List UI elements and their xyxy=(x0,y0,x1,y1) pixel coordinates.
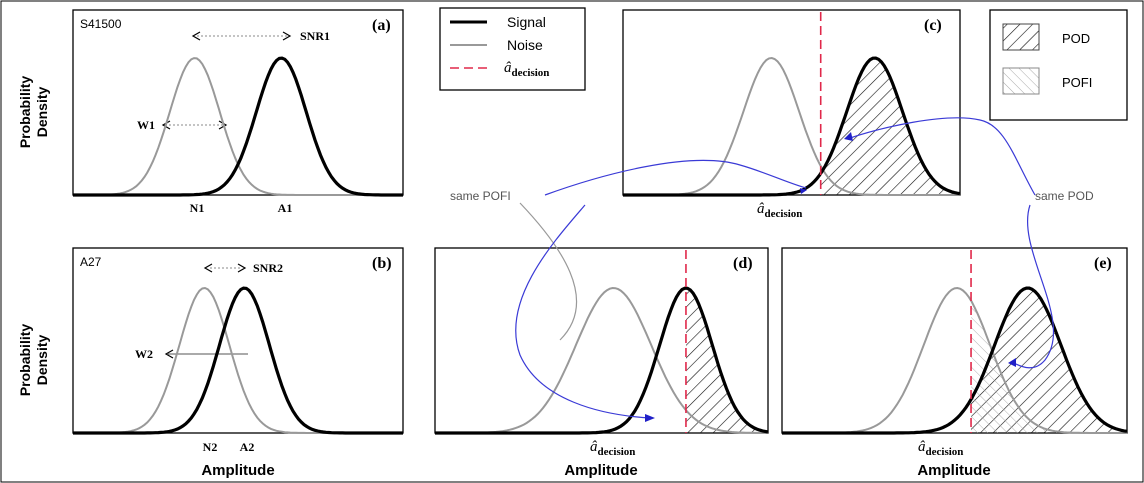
x-label-b: Amplitude xyxy=(201,462,274,479)
y-label-bottom: Probability Density xyxy=(17,324,50,397)
y-label-bottom-line1: Probability xyxy=(17,324,33,397)
legend-decision-label: âdecision xyxy=(504,60,549,79)
panel-c-label: (c) xyxy=(924,17,942,34)
line-legend: Signal Noise âdecision xyxy=(439,7,586,91)
y-label-top: Probability Density xyxy=(17,76,50,149)
panel-a-sample: S41500 xyxy=(80,17,122,31)
snr1-label: SNR1 xyxy=(300,29,330,43)
same-pofi-label: same POFI xyxy=(450,189,511,203)
hatch-legend: POD POFI xyxy=(989,9,1128,121)
pod-arrowhead-c xyxy=(844,132,853,141)
panel-b-frame xyxy=(72,247,404,434)
panel-c-signal-curve xyxy=(623,56,961,197)
panel-a-width-annotation: W1 xyxy=(137,118,228,132)
panel-e-label: (e) xyxy=(1094,255,1112,272)
legend-pofi-swatch xyxy=(1002,67,1040,95)
panel-e-frame xyxy=(781,247,1128,434)
pofi-arrowhead-c xyxy=(800,188,807,194)
legend-noise-label: Noise xyxy=(507,37,543,53)
curves-layer xyxy=(73,12,1128,435)
panel-b-width-annotation: W2 xyxy=(135,347,248,361)
pofi-connector-d-upper xyxy=(519,202,578,341)
svg-text:âdecision: âdecision xyxy=(918,439,963,458)
y-label-bottom-line2: Density xyxy=(34,335,50,386)
decision-label-c: âdecision xyxy=(757,201,802,220)
y-label-top-line2: Density xyxy=(34,87,50,138)
panel-a-snr-annotation: SNR1 xyxy=(191,29,330,43)
panel-d-signal-curve xyxy=(435,286,769,435)
x-label-e: Amplitude xyxy=(917,462,990,479)
panel-b-sample: A27 xyxy=(80,255,102,269)
pod-arrowhead-e xyxy=(1008,358,1016,367)
panel-a-signal-curve xyxy=(73,56,403,197)
svg-text:âdecision: âdecision xyxy=(590,439,635,458)
panel-b-snr-annotation: SNR2 xyxy=(203,261,283,275)
panel-b-signal-curve xyxy=(73,286,403,435)
x-label-d: Amplitude xyxy=(564,462,637,479)
panel-e-signal-curve xyxy=(782,286,1128,435)
pod-connector-e xyxy=(1011,204,1055,369)
a2-label: A2 xyxy=(240,440,255,454)
n2-label: N2 xyxy=(203,440,218,454)
connectors: same POFI same POD xyxy=(450,117,1094,422)
snr2-label: SNR2 xyxy=(253,261,283,275)
legend-pofi-label: POFI xyxy=(1062,75,1092,90)
legend-pod-label: POD xyxy=(1062,31,1090,46)
legend-signal-label: Signal xyxy=(507,14,546,30)
w1-label: W1 xyxy=(137,118,155,132)
w2-label: W2 xyxy=(135,347,153,361)
pofi-arrowhead-d xyxy=(645,414,655,422)
same-pod-label: same POD xyxy=(1035,189,1094,203)
n1-label: N1 xyxy=(190,201,205,215)
panel-a-label: (a) xyxy=(372,17,391,34)
decision-label-d: âdecision xyxy=(590,439,635,458)
y-label-top-line1: Probability xyxy=(17,76,33,149)
panel-b-label: (b) xyxy=(372,255,392,272)
panel-d-label: (d) xyxy=(733,255,753,272)
decision-label-e: âdecision xyxy=(918,439,963,458)
panel-e-pofi-area xyxy=(971,300,1127,433)
panel-d-pod-area xyxy=(685,288,768,433)
svg-text:âdecision: âdecision xyxy=(757,201,802,220)
pod-connector-c xyxy=(849,117,1036,196)
pofi-connector-c xyxy=(544,159,807,196)
legend-pod-swatch xyxy=(1002,23,1040,51)
pofi-connector-d xyxy=(515,204,651,419)
a1-label: A1 xyxy=(278,201,293,215)
